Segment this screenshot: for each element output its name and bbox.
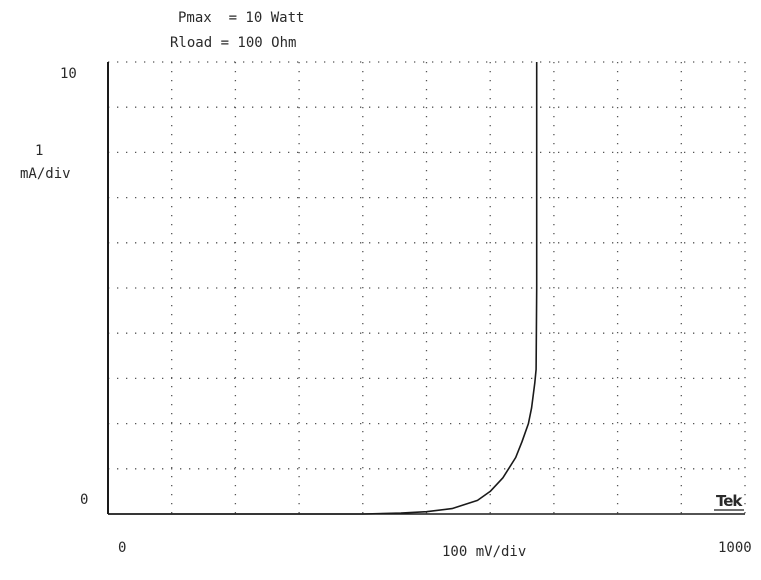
y-tick-label-top: 10 — [60, 66, 77, 82]
rload-label: Rload = 100 Ohm — [170, 35, 296, 51]
tek-logo: Tek — [716, 492, 743, 510]
x-scale-label: 100 mV/div — [442, 544, 526, 560]
x-tick-label-right: 1000 — [718, 540, 752, 556]
grid — [108, 61, 746, 514]
y-scale-unit: mA/div — [20, 166, 71, 182]
pmax-label: Pmax = 10 Watt — [178, 10, 304, 26]
x-tick-label-left: 0 — [118, 540, 126, 556]
iv-curve-trace — [108, 62, 538, 515]
y-scale-value: 1 — [35, 143, 43, 159]
y-tick-label-bottom: 0 — [80, 492, 88, 508]
